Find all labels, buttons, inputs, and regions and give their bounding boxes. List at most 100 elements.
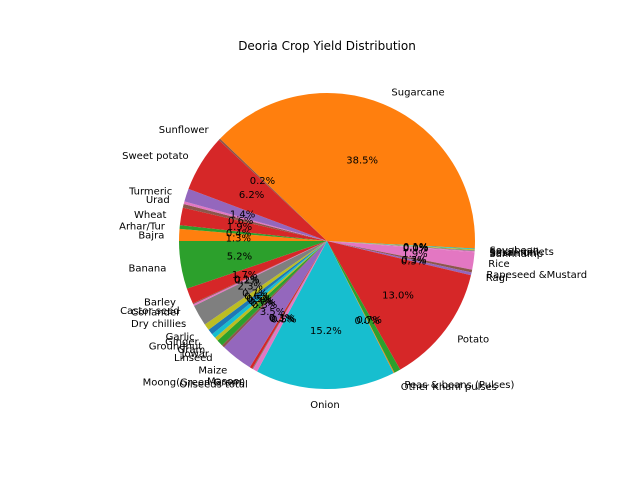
- pie-slice-maize: [224, 241, 327, 368]
- slice-label: Rice: [488, 259, 509, 270]
- slice-percent-label: 13.0%: [382, 290, 414, 301]
- slice-label: Wheat: [134, 210, 167, 221]
- slice-percent-label: 38.5%: [346, 155, 378, 166]
- slice-label: Linseed: [174, 353, 213, 364]
- slice-percent-label: 5.2%: [227, 251, 252, 262]
- slice-label: Sunflower: [159, 125, 210, 136]
- slice-percent-label: 6.2%: [239, 190, 264, 201]
- slice-label: Banana: [128, 264, 166, 275]
- slice-percent-label: 1.9%: [402, 249, 427, 260]
- pie-slice-arhar-tur: [179, 225, 327, 241]
- pie-slice-slice-3: [182, 204, 327, 241]
- slice-percent-label: 0.0%: [403, 243, 428, 254]
- slice-label: Other Kharif pulses: [401, 382, 497, 393]
- slice-percent-label: 0.3%: [269, 313, 294, 324]
- pie-slice-oilseeds-total: [253, 241, 327, 372]
- slice-percent-label: 0.7%: [356, 315, 381, 326]
- slice-label: Potato: [457, 335, 489, 346]
- pie-slice-sugarcane: [220, 93, 475, 249]
- slice-label: Onion: [310, 400, 339, 411]
- slice-percent-label: 0.2%: [250, 176, 275, 187]
- slice-percent-label: 0.1%: [270, 314, 295, 325]
- slice-percent-label: 0.4%: [248, 296, 273, 307]
- slice-label: Sannhamp: [489, 249, 543, 260]
- pie-slice-potato: [327, 241, 471, 370]
- pie-labels: Bajra 1.3%Arhar/Tur0.4%Wheat1.9%0.6%UradT…: [119, 87, 587, 410]
- slice-label: Bajra: [138, 230, 164, 241]
- pie-slice-sunflower: [218, 138, 327, 241]
- pie-slice-banana: [179, 241, 327, 289]
- pie-slice-urad: [183, 201, 327, 241]
- slice-percent-label: 3.5%: [260, 307, 285, 318]
- slice-percent-label: 0.5%: [271, 315, 296, 326]
- slice-percent-label: 0.1%: [403, 242, 428, 253]
- pie-slice-jowar: [217, 241, 327, 346]
- slice-label: Oilseeds total: [179, 379, 248, 390]
- slice-percent-label: 1.3%: [226, 233, 251, 244]
- pie-slice-sesamum: [327, 241, 475, 252]
- slice-label: Gram: [177, 345, 205, 356]
- slice-percent-label: 1.9%: [227, 222, 252, 233]
- slice-percent-label: 2.3%: [238, 282, 263, 293]
- slice-percent-label: 0.0%: [355, 316, 380, 327]
- slice-label: Maize: [198, 366, 227, 377]
- pie-slice-coriander: [193, 241, 327, 306]
- pie-slice-linseed: [222, 241, 327, 348]
- pie-slice-rice: [327, 241, 475, 270]
- pie-slice-barley: [186, 241, 327, 304]
- slice-label: Rapeseed &Mustard: [486, 270, 587, 281]
- slice-label: Sesamum: [489, 248, 539, 259]
- pie-slice-sweet-potato: [188, 140, 327, 241]
- slice-percent-label: 0.3%: [252, 300, 277, 311]
- pie-slice-masoor: [249, 241, 327, 369]
- pie-slice-gram: [215, 241, 327, 341]
- slice-percent-label: 0.6%: [244, 292, 269, 303]
- slice-label: Dry chillies: [131, 319, 186, 330]
- pie-slice-castor-seed: [192, 241, 327, 305]
- pie-slice-sannhamp: [327, 241, 475, 253]
- pie-slice-rapeseed-mustard: [327, 241, 473, 273]
- chart-title: Deoria Crop Yield Distribution: [238, 39, 416, 53]
- slice-percent-label: 0.0%: [403, 243, 428, 254]
- slice-percent-label: 0.4%: [226, 229, 251, 240]
- slice-label: Groundnut: [149, 342, 202, 353]
- slice-percent-label: 0.6%: [228, 216, 253, 227]
- pie-slice-turmeric: [184, 188, 327, 241]
- pie-slices: [179, 93, 475, 389]
- slice-label: Coriander: [131, 308, 181, 319]
- pie-slice-wheat: [179, 207, 327, 241]
- slice-label: Castor seed: [120, 306, 180, 317]
- slice-percent-label: 0.3%: [401, 255, 426, 266]
- slice-label: Barley: [144, 298, 176, 309]
- slice-percent-label: 0.5%: [246, 294, 271, 305]
- pie-slice-onion: [257, 241, 394, 389]
- pie-slice-other-kharif-pulses: [327, 241, 395, 374]
- pie-slice-moong-green-gram: [252, 241, 327, 370]
- slice-label: Sugarcane: [391, 87, 444, 98]
- slice-percent-label: 0.1%: [403, 242, 428, 253]
- slice-label: Urad: [146, 195, 170, 206]
- slice-percent-label: 0.2%: [234, 275, 259, 286]
- pie-slice-ragi: [327, 241, 472, 276]
- slice-label: Sweet potato: [122, 151, 188, 162]
- slice-percent-label: 1.4%: [230, 209, 255, 220]
- slice-label: Masoor: [207, 377, 244, 388]
- slice-label: Soyabean: [490, 246, 539, 257]
- pie-slice-small-millets: [327, 241, 475, 251]
- slice-percent-label: 15.2%: [310, 326, 342, 337]
- pie-slice-soyabean: [327, 241, 475, 250]
- pie-slice-ginger: [208, 241, 327, 335]
- slice-label: Moong(Green Gram): [143, 378, 246, 389]
- slice-label: Ginger: [165, 337, 199, 348]
- slice-label: Ragi: [486, 273, 508, 284]
- slice-label: Peas & beans (Pulses): [404, 380, 514, 391]
- pie-slice-garlic: [204, 241, 327, 330]
- slice-percent-label: 0.7%: [250, 298, 275, 309]
- slice-label: Jowar: [181, 349, 210, 360]
- slice-percent-label: 0.1%: [234, 275, 259, 286]
- pie-slice-groundnut: [212, 241, 327, 338]
- slice-percent-label: 0.7%: [242, 289, 267, 300]
- slice-percent-label: 0.3%: [401, 257, 426, 268]
- slice-label: Small millets: [490, 247, 554, 258]
